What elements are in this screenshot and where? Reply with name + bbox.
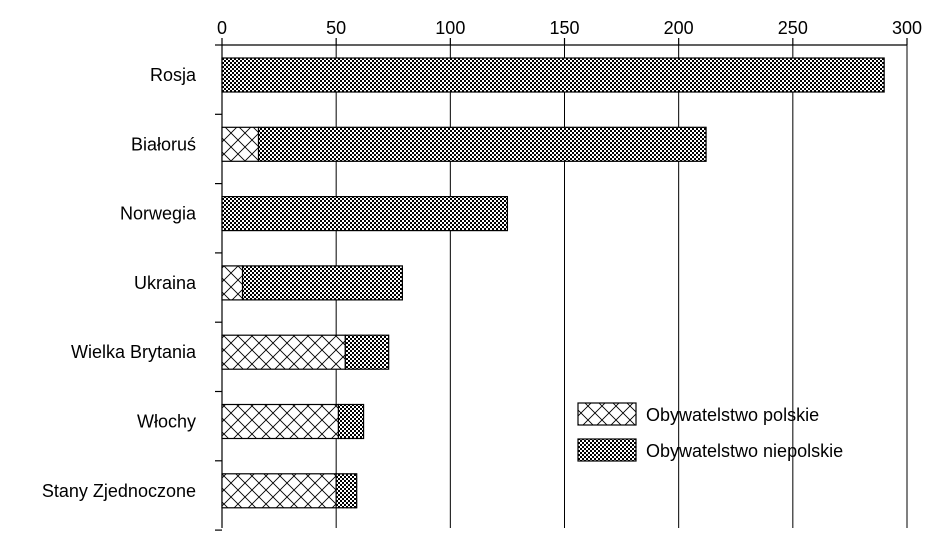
- category-label: Białoruś: [131, 134, 196, 154]
- category-labels: Rosja Białoruś Norwegia Ukraina Wielka Bryta…: [42, 65, 197, 501]
- x-tick-label: 300: [892, 18, 922, 38]
- bar-segment-niepolskie: [337, 403, 365, 440]
- x-tick-labels: 0 50 100 150 200 250 300: [217, 18, 922, 38]
- legend-swatch: [577, 438, 637, 462]
- category-label: Rosja: [150, 65, 197, 85]
- x-tick-label: 250: [778, 18, 808, 38]
- category-label: Wielka Brytania: [71, 342, 197, 362]
- category-label: Włochy: [137, 412, 196, 432]
- bar-segment-niepolskie: [344, 334, 390, 370]
- bar-segment-polskie: [221, 265, 244, 301]
- x-tick-label: 100: [435, 18, 465, 38]
- legend: Obywatelstwo polskie Obywatelstwo niepols…: [577, 402, 843, 462]
- bar-segment-niepolskie: [241, 265, 403, 301]
- bar-segment-niepolskie: [257, 126, 707, 162]
- bar-segment-polskie: [221, 473, 337, 509]
- bar-segment-niepolskie: [335, 473, 358, 509]
- x-tick-label: 200: [664, 18, 694, 38]
- legend-label: Obywatelstwo polskie: [646, 405, 819, 425]
- bar-segment-niepolskie: [221, 196, 509, 232]
- bar-segment-niepolskie: [221, 57, 885, 93]
- x-tick-label: 0: [217, 18, 227, 38]
- bar-segment-polskie: [221, 126, 260, 162]
- x-tick-label: 50: [326, 18, 346, 38]
- legend-label: Obywatelstwo niepolskie: [646, 441, 843, 461]
- x-tick-label: 150: [549, 18, 579, 38]
- bar-segment-polskie: [221, 334, 346, 370]
- grid-lines: [335, 45, 908, 528]
- bar-segment-polskie: [221, 403, 340, 440]
- category-label: Stany Zjednoczone: [42, 481, 196, 501]
- legend-swatch: [577, 402, 637, 426]
- bars: [221, 57, 885, 509]
- category-label: Ukraina: [134, 273, 197, 293]
- category-label: Norwegia: [120, 204, 197, 224]
